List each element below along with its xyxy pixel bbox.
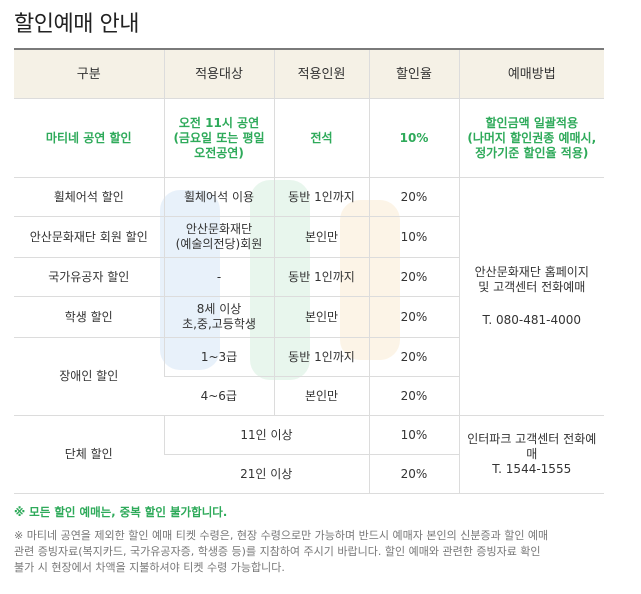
header-category: 구분 — [14, 48, 164, 99]
header-people: 적용인원 — [273, 48, 369, 99]
cell-people: 본인만 — [273, 376, 369, 416]
note-no-duplicate: ※ 모든 할인 예매는, 중복 할인 불가합니다. — [14, 505, 228, 519]
table-row: 단체 할인 11인 이상 10% 인터파크 고객센터 전화예매 T. 1544-… — [14, 415, 604, 494]
cell-target: - — [163, 257, 274, 297]
header-target: 적용대상 — [163, 48, 274, 99]
table-header-row: 구분 적용대상 적용인원 할인율 예매방법 — [14, 48, 604, 99]
cell-rate: 20% — [368, 296, 459, 338]
page-title: 할인예매 안내 — [14, 12, 139, 37]
table-row: 장애인 할인 1~3급 동반 1인까지 20% — [14, 337, 604, 416]
cell-category: 장애인 할인 — [14, 337, 164, 416]
cell-rate: 20% — [368, 337, 459, 377]
cell-target: 4~6급 — [164, 376, 274, 416]
cell-target: 8세 이상 초,중,고등학생 — [163, 296, 274, 338]
cell-category: 안산문화재단 회원 할인 — [14, 216, 164, 258]
table-row: 21인 이상 20% — [14, 454, 604, 494]
cell-people: 동반 1인까지 — [273, 257, 369, 297]
cell-target: 안산문화재단 (예술의전당)회원 — [163, 216, 274, 258]
method-site-text: 안산문화재단 홈페이지 및 고객센터 전화예매 — [474, 265, 589, 294]
cell-method-group: 인터파크 고객센터 전화예매 T. 1544-1555 — [458, 415, 604, 494]
cell-method: 할인금액 일괄적용 (나머지 할인권종 예매시, 정가기준 할인율 적용) — [458, 98, 604, 178]
cell-rate: 20% — [368, 177, 459, 217]
cell-rate: 20% — [368, 454, 459, 494]
table-row: 학생 할인 8세 이상 초,중,고등학생 본인만 20% — [14, 296, 604, 338]
table-row: 안산문화재단 회원 할인 안산문화재단 (예술의전당)회원 본인만 10% — [14, 216, 604, 258]
cell-target: 휠체어석 이용 — [163, 177, 274, 217]
discount-table: 구분 적용대상 적용인원 할인율 예매방법 마티네 공연 할인 오전 11시 공… — [14, 48, 604, 494]
cell-rate: 20% — [368, 257, 459, 297]
table-row: 4~6급 본인만 20% — [14, 376, 604, 416]
cell-category: 학생 할인 — [14, 296, 164, 338]
cell-group-size: 21인 이상 — [164, 454, 369, 494]
cell-people: 전석 — [273, 98, 369, 178]
cell-category: 국가유공자 할인 — [14, 257, 164, 297]
cell-rate: 10% — [368, 216, 459, 258]
cell-people: 동반 1인까지 — [273, 337, 369, 377]
cell-rate: 20% — [368, 376, 459, 416]
cell-rate: 10% — [368, 415, 459, 455]
cell-category: 단체 할인 — [14, 415, 164, 494]
cell-people: 본인만 — [273, 216, 369, 258]
cell-people: 본인만 — [273, 296, 369, 338]
cell-rate: 10% — [368, 98, 459, 178]
cell-group-size: 11인 이상 — [163, 415, 369, 455]
method-site-phone: T. 080-481-4000 — [482, 313, 582, 327]
table-row: 휠체어석 할인 휠체어석 이용 동반 1인까지 20% 안산문화재단 홈페이지 … — [14, 177, 604, 416]
note-ticket-pickup: ※ 마티네 공연을 제외한 할인 예매 티켓 수령은, 현장 수령으로만 가능하… — [14, 529, 549, 574]
table-row: 국가유공자 할인 - 동반 1인까지 20% — [14, 257, 604, 297]
cell-target: 1~3급 — [163, 337, 274, 377]
cell-category: 마티네 공연 할인 — [14, 98, 164, 178]
notes-section: ※ 모든 할인 예매는, 중복 할인 불가합니다. ※ 마티네 공연을 제외한 … — [14, 504, 614, 576]
cell-category: 휠체어석 할인 — [14, 177, 164, 217]
cell-people: 동반 1인까지 — [273, 177, 369, 217]
cell-target: 오전 11시 공연 (금요일 또는 평일 오전공연) — [163, 98, 274, 178]
cell-method-site: 안산문화재단 홈페이지 및 고객센터 전화예매 T. 080-481-4000 — [458, 177, 604, 416]
header-rate: 할인율 — [368, 48, 459, 99]
table-row-matinee: 마티네 공연 할인 오전 11시 공연 (금요일 또는 평일 오전공연) 전석 … — [14, 98, 604, 178]
header-method: 예매방법 — [458, 48, 604, 99]
